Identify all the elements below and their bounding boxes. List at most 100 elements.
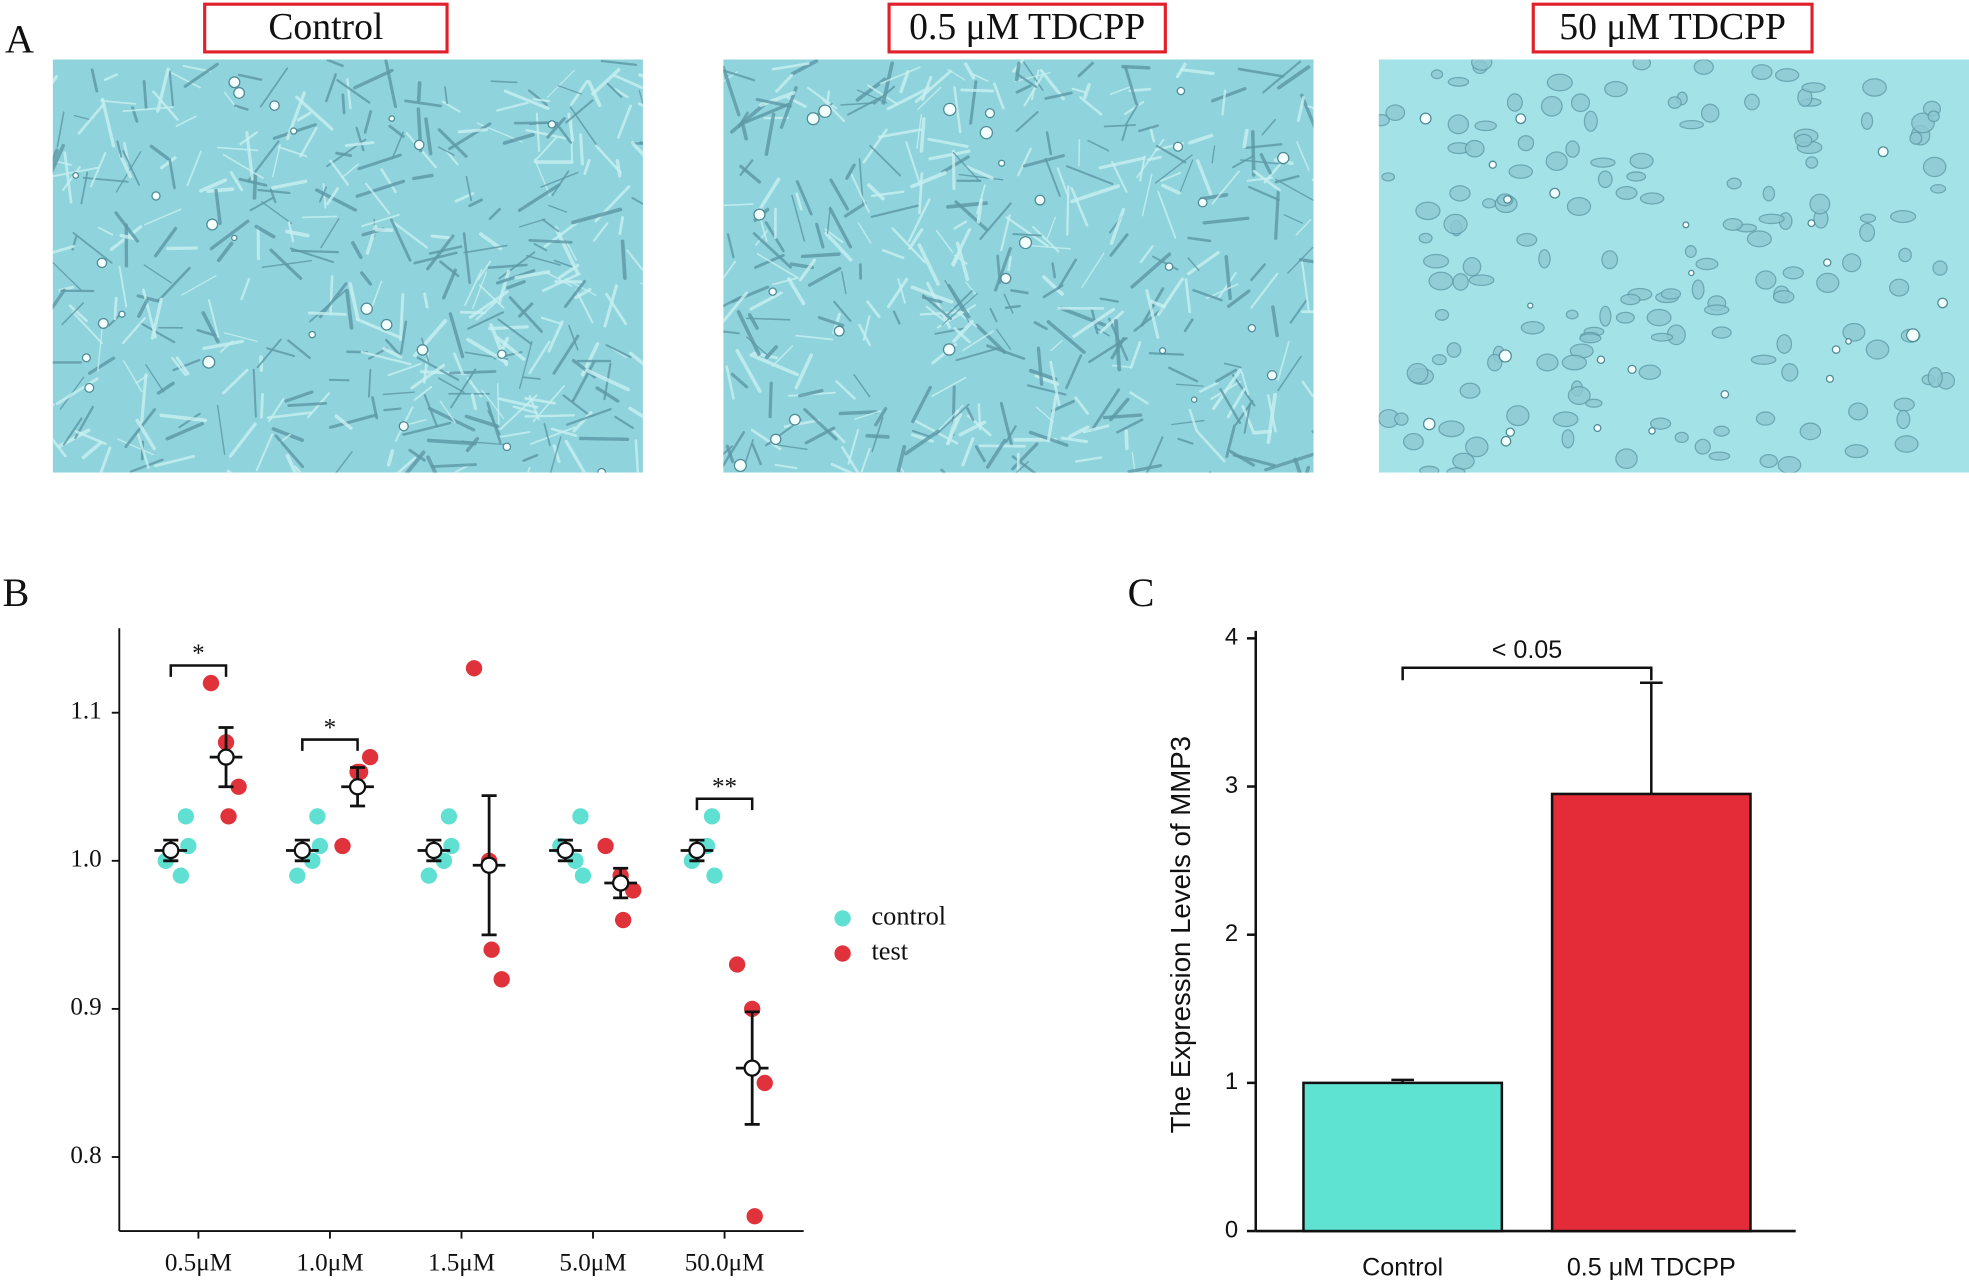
- cell: [530, 426, 576, 445]
- cell: [543, 423, 551, 447]
- cell: [1242, 128, 1249, 149]
- cell: [1239, 159, 1281, 165]
- cell: [121, 317, 146, 345]
- cell: [457, 128, 488, 134]
- cell: [1005, 216, 1049, 248]
- legend-label: test: [871, 937, 908, 966]
- cell: [1296, 96, 1305, 123]
- cell: [736, 310, 761, 356]
- cell: [89, 151, 107, 188]
- cell: [1277, 65, 1311, 90]
- cell: [1462, 257, 1482, 277]
- round-cell: [1190, 396, 1198, 403]
- round-cell: [943, 102, 957, 117]
- cell: [1415, 201, 1441, 221]
- round-cell: [998, 159, 1006, 167]
- cell: [1570, 93, 1591, 113]
- cell: [969, 80, 978, 125]
- cell: [71, 310, 103, 345]
- cell: [427, 406, 476, 432]
- label-box: [203, 2, 449, 54]
- cell: [546, 69, 575, 98]
- significance-bracket: [301, 738, 359, 751]
- cell: [1894, 435, 1919, 453]
- cell: [618, 215, 625, 236]
- cell: [1171, 419, 1205, 426]
- cell: [140, 373, 148, 424]
- cell: [723, 69, 756, 82]
- cell: [1223, 362, 1242, 369]
- cell: [1004, 304, 1021, 310]
- cell: [437, 146, 455, 156]
- cell: [1157, 277, 1184, 317]
- cell: [293, 465, 302, 473]
- cell: [828, 207, 853, 249]
- cell: [1068, 425, 1090, 439]
- cell: [260, 393, 264, 419]
- cell: [252, 368, 257, 418]
- cell: [996, 328, 1012, 350]
- cell: [1626, 171, 1647, 182]
- cell: [1700, 103, 1720, 123]
- x-tick-label: 1.0μM: [296, 1250, 363, 1277]
- cell: [917, 243, 940, 286]
- round-cell: [1906, 328, 1920, 343]
- cell: [136, 433, 150, 469]
- cell: [408, 448, 426, 462]
- cell: [1590, 157, 1616, 168]
- cell: [583, 158, 591, 175]
- cell: [496, 101, 529, 112]
- cell: [240, 277, 251, 301]
- cell: [850, 173, 870, 213]
- cell: [1540, 95, 1563, 117]
- cell: [360, 350, 412, 366]
- cell: [1199, 381, 1219, 393]
- cell: [551, 170, 570, 197]
- bar: [1550, 792, 1752, 1233]
- cell: [725, 365, 735, 400]
- cell: [845, 163, 856, 180]
- cell: [238, 177, 268, 187]
- cell: [1261, 118, 1277, 136]
- cell: [1406, 362, 1429, 384]
- cell: [1060, 436, 1089, 444]
- cell: [450, 368, 477, 409]
- cell: [730, 372, 749, 389]
- cell: [318, 282, 348, 319]
- cell: [1192, 288, 1223, 302]
- cell: [1567, 386, 1591, 406]
- cell: [1109, 207, 1126, 245]
- cell: [1149, 127, 1156, 143]
- cell: [1015, 72, 1038, 88]
- cell: [526, 255, 561, 266]
- cell: [1552, 411, 1579, 428]
- cell: [759, 90, 796, 107]
- cell: [1109, 86, 1131, 95]
- cell: [843, 201, 867, 218]
- image-label: 0.5 μM TDCPP: [909, 6, 1145, 48]
- data-point: [230, 778, 247, 795]
- cell: [1072, 307, 1116, 338]
- cell: [1615, 185, 1638, 200]
- cell: [325, 73, 337, 103]
- significance-bracket: [1401, 666, 1653, 681]
- cell: [910, 285, 954, 304]
- cell: [996, 254, 1002, 285]
- cell: [630, 141, 643, 157]
- cell: [881, 249, 905, 260]
- cell: [114, 211, 140, 243]
- cell: [135, 418, 156, 451]
- legend-marker: [834, 945, 851, 962]
- panel-label: A: [5, 16, 34, 61]
- cell: [344, 141, 375, 148]
- legend-label: control: [871, 901, 946, 930]
- cell: [1744, 93, 1760, 111]
- cell: [638, 89, 643, 106]
- cell: [1187, 236, 1212, 243]
- cell: [222, 153, 264, 179]
- cell: [771, 277, 799, 286]
- cell: [1516, 232, 1538, 247]
- cell: [1508, 164, 1534, 179]
- cell: [1161, 183, 1181, 195]
- cell: [562, 394, 592, 418]
